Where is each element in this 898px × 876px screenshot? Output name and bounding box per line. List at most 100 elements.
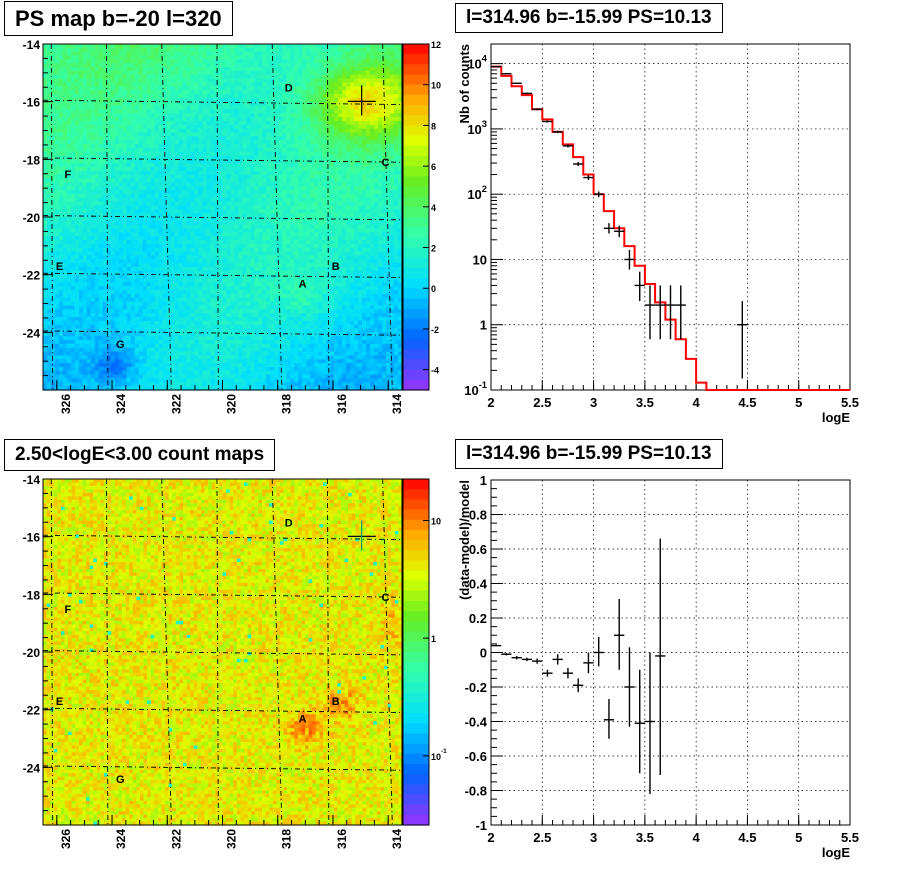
- colorbar-cell: [403, 217, 429, 228]
- colorbar-cell: [403, 662, 429, 673]
- data-point: [491, 645, 501, 647]
- colorbar-cell: [403, 207, 429, 218]
- colorbar-cell: [403, 642, 429, 653]
- source-label-g: G: [116, 339, 125, 351]
- colorbar-cell: [403, 520, 429, 531]
- colorbar-cell: [403, 329, 429, 340]
- colorbar-cell: [403, 237, 429, 248]
- x-tick-label: 326: [59, 829, 73, 849]
- colorbar-tick-label: 2: [431, 244, 436, 254]
- colorbar: [403, 44, 429, 391]
- colorbar-cell: [403, 370, 429, 381]
- colorbar-cell: [403, 156, 429, 167]
- y-tick-label: 0: [480, 646, 487, 661]
- colorbar-cell: [403, 652, 429, 663]
- source-label-b: B: [332, 261, 340, 273]
- ps-map-title: PS map b=-20 l=320: [4, 1, 233, 36]
- y-tick-label: -18: [23, 153, 41, 167]
- y-tick-label: -22: [23, 704, 41, 718]
- colorbar-tick-label: -4: [431, 366, 439, 376]
- source-label-f: F: [64, 604, 71, 616]
- colorbar-cell: [403, 95, 429, 106]
- colorbar-cell: [403, 64, 429, 75]
- y-tick-label: -14: [23, 38, 41, 52]
- colorbar-cell: [403, 227, 429, 238]
- colorbar-cell: [403, 278, 429, 289]
- colorbar-cell: [403, 248, 429, 259]
- y-tick-label: -14: [23, 473, 41, 487]
- colorbar-cell: [403, 703, 429, 714]
- source-label-g: G: [116, 774, 125, 786]
- colorbar-tick-label: 6: [431, 162, 436, 172]
- colorbar-cell: [403, 611, 429, 622]
- x-tick-label: 2.5: [533, 395, 551, 410]
- colorbar-cell: [403, 479, 429, 490]
- colorbar-cell: [403, 75, 429, 86]
- colorbar-cell: [403, 581, 429, 592]
- y-axis-label: (data-model)/model: [457, 480, 472, 600]
- source-label-a: A: [299, 278, 307, 290]
- source-label-b: B: [332, 696, 340, 708]
- colorbar-cell: [403, 560, 429, 571]
- x-tick-label: 322: [169, 394, 183, 414]
- x-tick-label: 320: [225, 394, 239, 414]
- x-tick-label: 314: [390, 394, 404, 414]
- source-label-d: D: [285, 517, 293, 529]
- x-tick-label: 324: [114, 394, 128, 414]
- ps-map-cells: [43, 44, 403, 391]
- colorbar-cell: [403, 186, 429, 197]
- colorbar-cell: [403, 530, 429, 541]
- y-tick-label: 10-1: [464, 380, 487, 398]
- colorbar-cell: [403, 298, 429, 309]
- source-label-f: F: [64, 169, 71, 181]
- y-tick-label: -22: [23, 269, 41, 283]
- colorbar-cell: [403, 44, 429, 55]
- data-point: [491, 66, 501, 67]
- colorbar-cell: [403, 359, 429, 370]
- y-tick-label: 1: [480, 318, 487, 333]
- colorbar-cell: [403, 510, 429, 521]
- x-tick-label: 318: [280, 829, 294, 849]
- colorbar-cell: [403, 176, 429, 187]
- colorbar-tick-label: 12: [431, 40, 441, 50]
- y-tick-label: 10: [473, 252, 487, 267]
- y-tick-label: -20: [23, 211, 41, 225]
- x-tick-label: 2.5: [533, 830, 551, 845]
- colorbar-cell: [403, 146, 429, 157]
- x-tick-label: 316: [335, 394, 349, 414]
- y-tick-label: -18: [23, 588, 41, 602]
- colorbar-cell: [403, 136, 429, 147]
- colorbar-cell: [403, 693, 429, 704]
- source-label-e: E: [56, 261, 63, 273]
- y-tick-label: 1: [480, 473, 487, 488]
- x-tick-label: 324: [114, 829, 128, 849]
- colorbar-cell: [403, 268, 429, 279]
- colorbar-cell: [403, 54, 429, 65]
- colorbar-cell: [403, 380, 429, 391]
- data-point: [512, 83, 522, 84]
- colorbar-cell: [403, 309, 429, 320]
- count-map-title: 2.50<logE<3.00 count maps: [4, 439, 275, 471]
- y-axis-label: Nb of counts: [457, 44, 472, 123]
- x-tick-label: 322: [169, 829, 183, 849]
- colorbar-cell: [403, 601, 429, 612]
- colorbar-tick-label: 1: [431, 634, 436, 644]
- colorbar-cell: [403, 258, 429, 269]
- source-label-e: E: [56, 696, 63, 708]
- data-point: [522, 93, 532, 95]
- colorbar-tick-label: 8: [431, 121, 436, 131]
- x-tick-label: 318: [280, 394, 294, 414]
- x-tick-label: 3.5: [636, 395, 654, 410]
- x-tick-label: 5.5: [841, 395, 859, 410]
- x-tick-label: 5: [795, 395, 802, 410]
- data-point: [501, 73, 511, 74]
- colorbar-cell: [403, 105, 429, 116]
- colorbar-cell: [403, 85, 429, 96]
- x-tick-label: 3: [590, 830, 597, 845]
- x-tick-label: 3.5: [636, 830, 654, 845]
